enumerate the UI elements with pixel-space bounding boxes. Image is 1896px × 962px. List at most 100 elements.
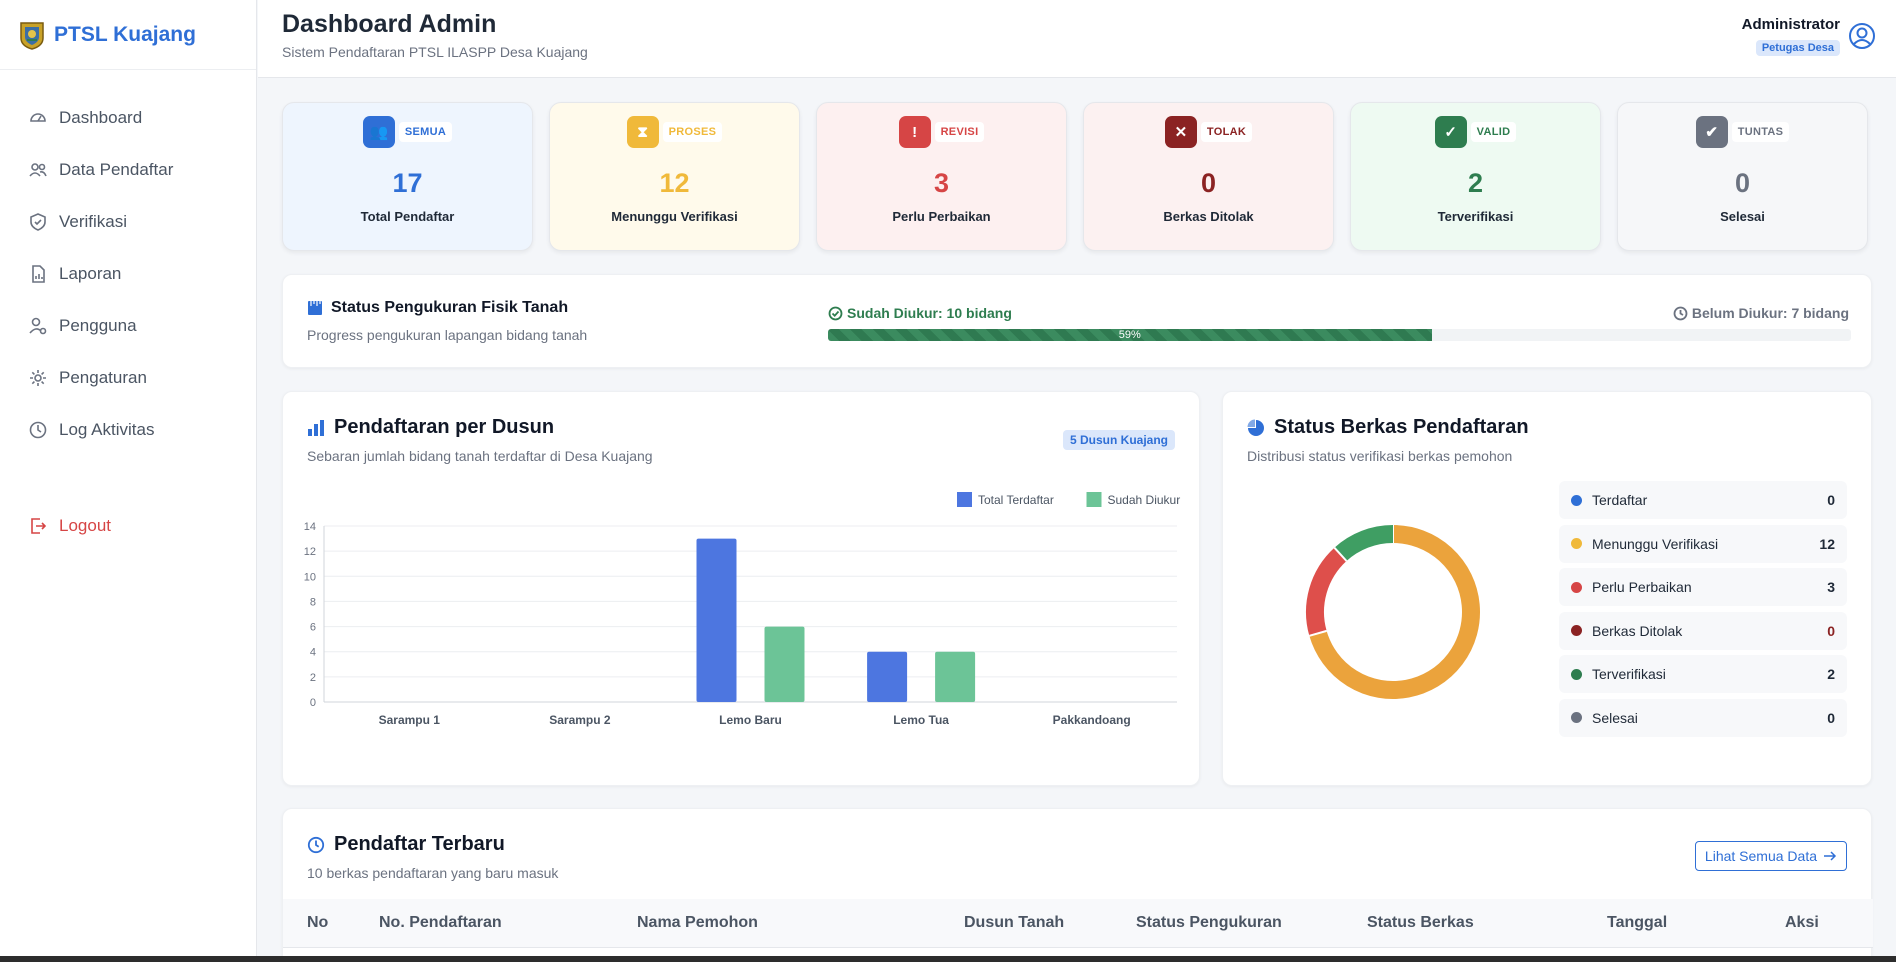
clock-icon [29, 421, 47, 439]
status-dot [1571, 494, 1582, 506]
stat-card-revisi[interactable]: ! REVISI 3 Perlu Perbaikan [816, 102, 1067, 251]
stat-label: Total Pendaftar [360, 209, 455, 224]
column-header[interactable]: Nama Pemohon [637, 914, 758, 931]
user-name[interactable]: Administrator [1741, 16, 1840, 33]
sidebar-item-dashboard[interactable]: Dashboard [0, 92, 256, 144]
status-label: Selesai [1592, 709, 1638, 726]
stat-label: Terverifikasi [1437, 209, 1514, 224]
shield-check-icon [30, 213, 46, 231]
measurement-title: Status Pengukuran Fisik Tanah [307, 299, 568, 317]
logout-button[interactable]: Logout [0, 500, 256, 552]
column-header[interactable]: Status Berkas [1367, 914, 1474, 931]
stat-tag: REVISI [934, 122, 985, 142]
y-tick-label: 14 [304, 521, 316, 533]
status-legend-item: Selesai 0 [1559, 698, 1847, 737]
dusun-bar-chart: 0 2 4 6 8 10 12 14 Sarampu 1 Sarampu 2 Lemo Baru Le… [304, 492, 1181, 727]
sidebar-item-verifikasi[interactable]: Verifikasi [0, 196, 256, 248]
dusun-chart-subtitle: Sebaran jumlah bidang tanah terdaftar di… [307, 448, 653, 464]
bar-sudah-diukur [935, 651, 976, 702]
sidebar-item-label: Pengguna [59, 316, 137, 335]
stat-label: Selesai [1720, 209, 1765, 224]
status-legend-list: Terdaftar 0 Menunggu Verifikasi 12 Perlu Per… [1559, 481, 1847, 742]
status-legend-item: Terverifikasi 2 [1559, 655, 1847, 693]
y-tick-label: 4 [310, 647, 316, 659]
double-check-icon: ✔ [1695, 116, 1728, 148]
status-dot [1571, 668, 1582, 680]
brand[interactable]: PTSL Kuajang [0, 0, 256, 70]
page-subtitle: Sistem Pendaftaran PTSL ILASPP Desa Kuaj… [282, 44, 588, 60]
measured-count: Sudah Diukur: 10 bidang [828, 305, 1012, 321]
stat-head: ! REVISI [817, 116, 1066, 148]
stat-tag: PROSES [662, 122, 723, 142]
bar-total-terdaftar [696, 538, 737, 702]
donut-slice-perlu-perbaikan [1306, 547, 1347, 636]
stat-head: 👥 SEMUA [283, 116, 532, 148]
sidebar-item-pengguna[interactable]: Pengguna [0, 300, 256, 352]
unmeasured-count-text: Belum Diukur: 7 bidang [1691, 305, 1849, 321]
column-header[interactable]: Aksi [1785, 914, 1819, 931]
legend-label: Sudah Diukur [1108, 493, 1181, 507]
y-tick-label: 10 [304, 571, 316, 583]
status-chart-subtitle: Distribusi status verifikasi berkas pemo… [1247, 448, 1513, 464]
see-all-button[interactable]: Lihat Semua Data [1694, 841, 1847, 871]
x-tick-label: Sarampu 2 [549, 713, 611, 727]
stat-card-tolak[interactable]: ✕ TOLAK 0 Berkas Ditolak [1083, 102, 1334, 251]
pie-chart-icon [1247, 419, 1264, 436]
history-clock-icon [307, 836, 325, 853]
stat-tag: VALID [1470, 122, 1517, 142]
status-chart-card: Status Berkas Pendaftaran Distribusi sta… [1222, 391, 1872, 786]
user-circle-icon[interactable] [1848, 22, 1876, 50]
stat-tag: SEMUA [398, 122, 453, 142]
gear-icon [30, 370, 46, 386]
stat-head: ✕ TOLAK [1084, 116, 1333, 148]
status-dot [1571, 712, 1582, 723]
status-count: 0 [1827, 709, 1835, 726]
gauge-icon [30, 113, 46, 122]
stat-tag: TOLAK [1200, 122, 1253, 142]
y-tick-label: 8 [310, 596, 316, 608]
status-legend-item: Berkas Ditolak 0 [1559, 611, 1847, 650]
status-label: Terdaftar [1592, 492, 1648, 508]
bar-chart-icon [308, 419, 324, 436]
recent-subtitle: 10 berkas pendaftaran yang baru masuk [307, 865, 559, 881]
column-header[interactable]: Tanggal [1607, 914, 1668, 931]
page-title: Dashboard Admin [282, 10, 497, 38]
sidebar-item-label: Log Aktivitas [59, 420, 155, 439]
brand-name: PTSL Kuajang [54, 22, 196, 46]
sidebar-item-log-aktivitas[interactable]: Log Aktivitas [0, 404, 256, 456]
users-icon: 👥 [362, 116, 395, 148]
status-chart-title: Status Berkas Pendaftaran [1247, 416, 1529, 439]
sidebar-nav: Dashboard Data Pendaftar Verifikasi Lapo… [0, 70, 256, 552]
dusun-count-badge: 5 Dusun Kuajang [1062, 430, 1175, 450]
stat-label: Berkas Ditolak [1163, 209, 1254, 224]
status-legend-item: Menunggu Verifikasi 12 [1559, 524, 1847, 563]
column-header[interactable]: No [307, 914, 329, 931]
stat-card-semua[interactable]: 👥 SEMUA 17 Total Pendaftar [282, 102, 533, 251]
donut-slice-terverifikasi [1334, 525, 1394, 562]
sidebar-item-laporan[interactable]: Laporan [0, 248, 256, 300]
dusun-chart-title-text: Pendaftaran per Dusun [334, 416, 555, 438]
column-header[interactable]: Dusun Tanah [964, 914, 1065, 931]
sidebar-item-data-pendaftar[interactable]: Data Pendaftar [0, 144, 256, 196]
status-count: 12 [1819, 535, 1835, 552]
legend-swatch [957, 492, 972, 507]
stat-card-tuntas[interactable]: ✔ TUNTAS 0 Selesai [1617, 102, 1868, 251]
status-count: 3 [1827, 579, 1835, 595]
sidebar-item-pengaturan[interactable]: Pengaturan [0, 352, 256, 404]
donut-slice-menunggu-verifikasi [1309, 525, 1480, 699]
top-bar: Dashboard Admin Sistem Pendaftaran PTSL … [258, 0, 1896, 78]
column-header[interactable]: No. Pendaftaran [379, 914, 502, 931]
stat-card-valid[interactable]: ✓ VALID 2 Terverifikasi [1350, 102, 1601, 251]
sidebar-item-label: Pengaturan [59, 368, 147, 387]
status-count: 0 [1827, 492, 1835, 508]
stat-card-proses[interactable]: ⧗ PROSES 12 Menunggu Verifikasi [549, 102, 800, 251]
arrow-right-icon [1824, 851, 1837, 861]
column-header[interactable]: Status Pengukuran [1136, 914, 1282, 931]
logout-icon [31, 518, 47, 534]
check-circle-icon: ✓ [1434, 116, 1467, 148]
y-tick-label: 6 [310, 622, 316, 634]
status-legend-item: Terdaftar 0 [1559, 481, 1847, 519]
stat-label: Menunggu Verifikasi [611, 209, 738, 224]
legend-swatch [1086, 492, 1102, 507]
user-role-badge: Petugas Desa [1755, 40, 1840, 56]
